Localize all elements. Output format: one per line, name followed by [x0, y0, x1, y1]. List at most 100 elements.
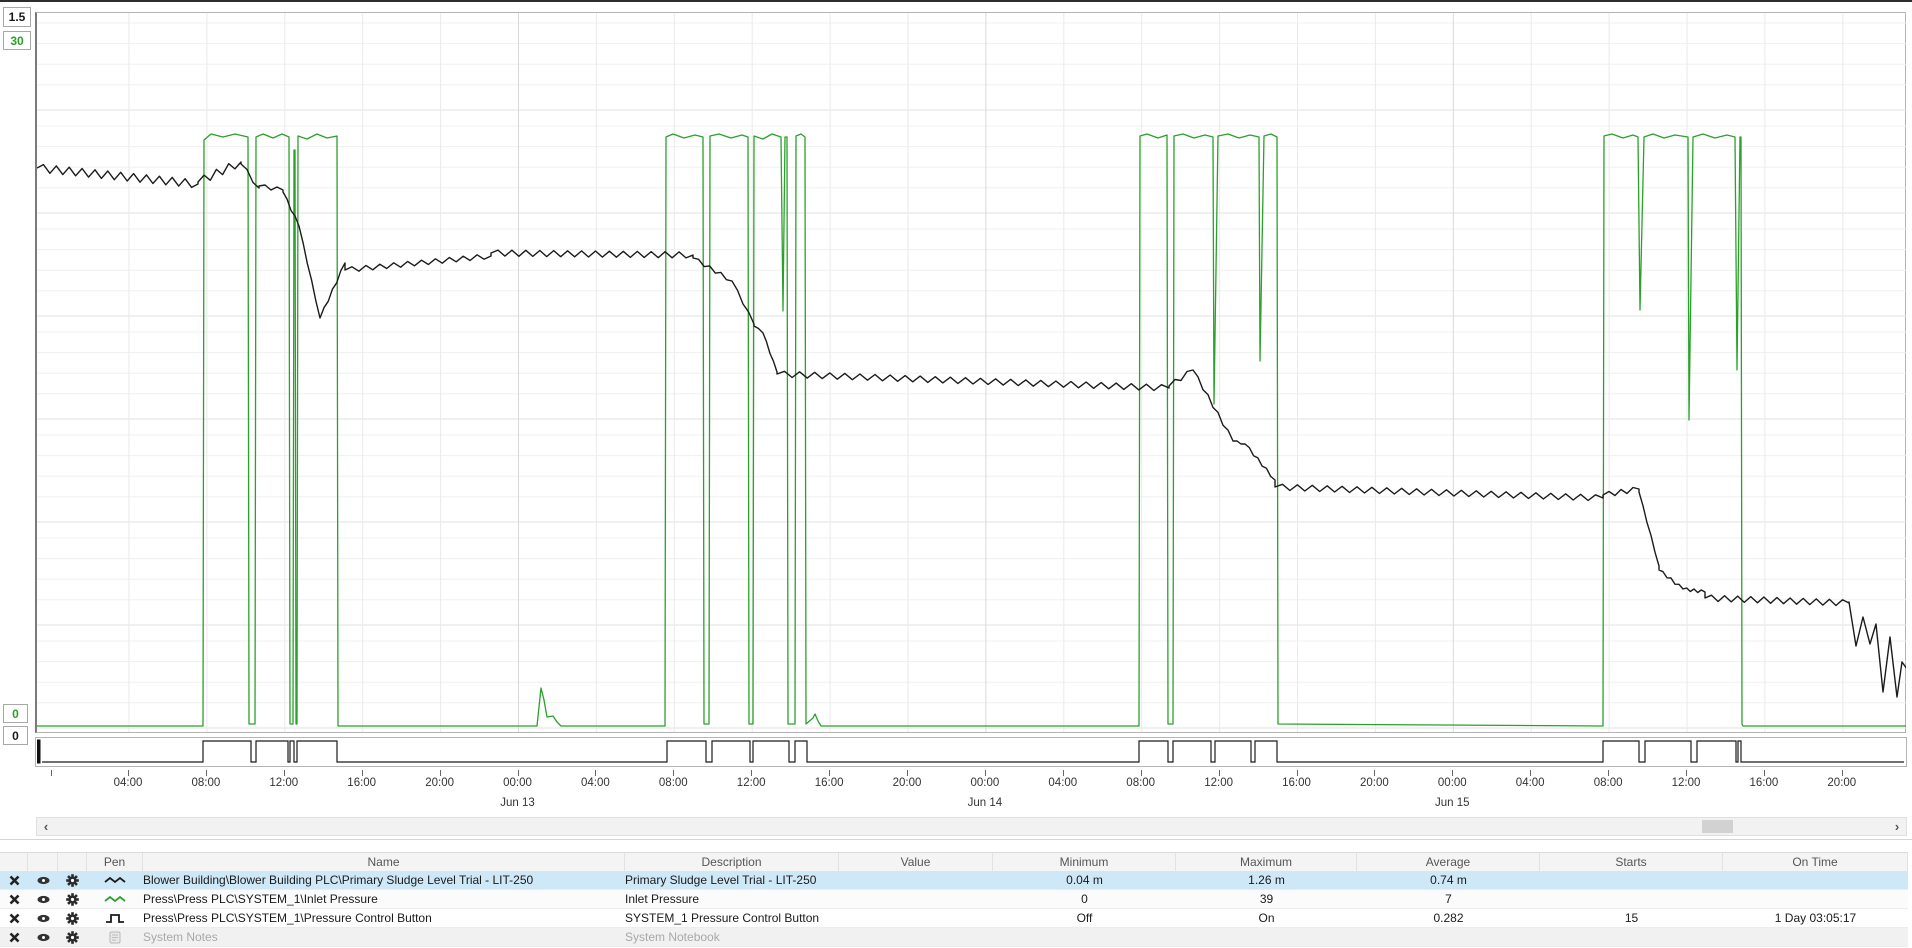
column-header-minimum[interactable]: Minimum	[993, 853, 1176, 871]
pen-settings-button[interactable]	[58, 890, 87, 908]
column-header-close	[0, 853, 28, 871]
column-header-value[interactable]: Value	[839, 853, 993, 871]
time-tick-label: 16:00	[814, 777, 844, 789]
pen-settings-button[interactable]	[58, 909, 87, 927]
pen-style-preview[interactable]	[87, 871, 143, 889]
cell-average	[1357, 928, 1540, 946]
time-axis: 04:00 08:00 12:00 16:00 20:00 00:00 04:00 08:00…	[0, 767, 1912, 815]
scroll-right-button[interactable]: ›	[1894, 819, 1900, 834]
pen-settings-gear-icon	[66, 873, 79, 887]
time-tick	[1218, 770, 1220, 776]
visibility-eye-icon	[37, 895, 49, 903]
remove-pen-icon	[9, 894, 19, 904]
time-tick	[1686, 770, 1687, 776]
digital-trace-canvas	[37, 739, 1904, 764]
trend-plot-canvas	[37, 13, 1906, 732]
time-tick-label: 08:00	[191, 777, 221, 789]
scrollbar-thumb[interactable]	[1702, 820, 1733, 833]
time-tick	[205, 770, 207, 776]
time-tick-label: 04:00	[1048, 777, 1078, 789]
toggle-visibility-button[interactable]	[28, 890, 58, 908]
cell-average: 0.74 m	[1430, 873, 1467, 887]
time-tick-label: 16:00	[1749, 777, 1779, 789]
pen-settings-gear-icon	[66, 930, 79, 944]
column-header-eye	[28, 853, 58, 871]
column-header-starts[interactable]: Starts	[1540, 853, 1723, 871]
time-tick	[361, 770, 363, 776]
time-tick-label: 12:00	[1204, 777, 1233, 789]
remove-pen-button[interactable]	[0, 928, 28, 946]
cell-minimum	[993, 928, 1176, 946]
scale-min-level[interactable]: 0	[3, 726, 28, 745]
time-tick-label: 00:00	[970, 777, 1000, 789]
time-tick-label: 20:00	[1827, 777, 1857, 789]
scale-max-level[interactable]: 1.5	[3, 7, 31, 27]
column-header-description[interactable]: Description	[625, 853, 839, 871]
pen-settings-button[interactable]	[58, 928, 87, 946]
remove-pen-icon	[9, 875, 19, 885]
cell-maximum	[1176, 928, 1357, 946]
cell-description: Primary Sludge Level Trial - LIT-250	[625, 873, 817, 887]
cell-value	[839, 928, 993, 946]
digital-pen-icon	[106, 913, 124, 923]
scroll-left-button[interactable]: ‹	[43, 819, 49, 834]
column-header-maximum[interactable]: Maximum	[1176, 853, 1357, 871]
pen-table-row[interactable]: System Notes System Notebook	[0, 928, 1908, 947]
time-tick-label: 16:00	[1282, 777, 1311, 789]
toggle-visibility-button[interactable]	[28, 871, 58, 889]
cell-ontime	[1723, 890, 1908, 908]
cell-ontime	[1723, 928, 1908, 946]
toggle-visibility-button[interactable]	[28, 928, 58, 946]
time-tick	[829, 770, 831, 776]
cell-value	[839, 890, 993, 908]
scale-min-pressure[interactable]: 0	[3, 704, 28, 723]
remove-pen-button[interactable]	[0, 871, 28, 889]
time-tick	[1530, 770, 1532, 776]
time-tick	[673, 770, 675, 776]
cell-average: 7	[1445, 892, 1452, 906]
digital-trace-strip[interactable]	[35, 737, 1907, 767]
time-tick	[1062, 770, 1064, 776]
cell-description: Inlet Pressure	[625, 892, 700, 906]
date-label: Jun 13	[500, 797, 535, 809]
pen-table-row[interactable]: Press\Press PLC\SYSTEM_1\Pressure Contro…	[0, 909, 1908, 928]
time-tick	[439, 770, 441, 776]
cell-minimum: 0	[1081, 892, 1088, 906]
remove-pen-button[interactable]	[0, 890, 28, 908]
horizontal-scrollbar[interactable]: ‹ ›	[36, 817, 1907, 836]
time-tick-label: 04:00	[113, 777, 143, 789]
pen-style-preview[interactable]	[87, 909, 143, 927]
column-header-name[interactable]: Name	[143, 853, 625, 871]
time-tick	[984, 770, 986, 776]
cell-ontime: 1 Day 03:05:17	[1774, 911, 1857, 925]
pen-settings-button[interactable]	[58, 871, 87, 889]
cell-average: 0.282	[1433, 911, 1464, 925]
cell-minimum: Off	[1076, 911, 1093, 925]
column-header-pen[interactable]: Pen	[87, 853, 143, 871]
time-tick-label: 12:00	[269, 777, 299, 789]
time-tick	[1452, 770, 1454, 776]
time-tick	[907, 770, 908, 776]
time-tick	[751, 770, 753, 776]
time-tick-label: 04:00	[1515, 777, 1545, 789]
cell-starts	[1540, 928, 1723, 946]
remove-pen-icon	[9, 932, 19, 942]
trend-plot-area[interactable]	[35, 12, 1906, 733]
time-tick-label: 00:00	[503, 777, 532, 789]
pen-table-row[interactable]: Press\Press PLC\SYSTEM_1\Inlet Pressure I…	[0, 890, 1908, 909]
remove-pen-button[interactable]	[0, 909, 28, 927]
column-header-average[interactable]: Average	[1357, 853, 1540, 871]
scale-max-pressure[interactable]: 30	[3, 31, 31, 50]
pen-table-row[interactable]: Blower Building\Blower Building PLC\Prim…	[0, 871, 1908, 890]
cell-maximum: On	[1258, 911, 1275, 925]
cell-name: Blower Building\Blower Building PLC\Prim…	[143, 873, 534, 887]
column-header-ontime[interactable]: On Time	[1723, 853, 1908, 871]
cell-starts	[1540, 890, 1723, 908]
date-label: Jun 15	[1435, 797, 1470, 809]
pen-style-preview[interactable]	[87, 928, 143, 946]
pen-style-preview[interactable]	[87, 890, 143, 908]
cell-name: Press\Press PLC\SYSTEM_1\Inlet Pressure	[143, 892, 378, 906]
toggle-visibility-button[interactable]	[28, 909, 58, 927]
column-header-gear	[58, 853, 87, 871]
